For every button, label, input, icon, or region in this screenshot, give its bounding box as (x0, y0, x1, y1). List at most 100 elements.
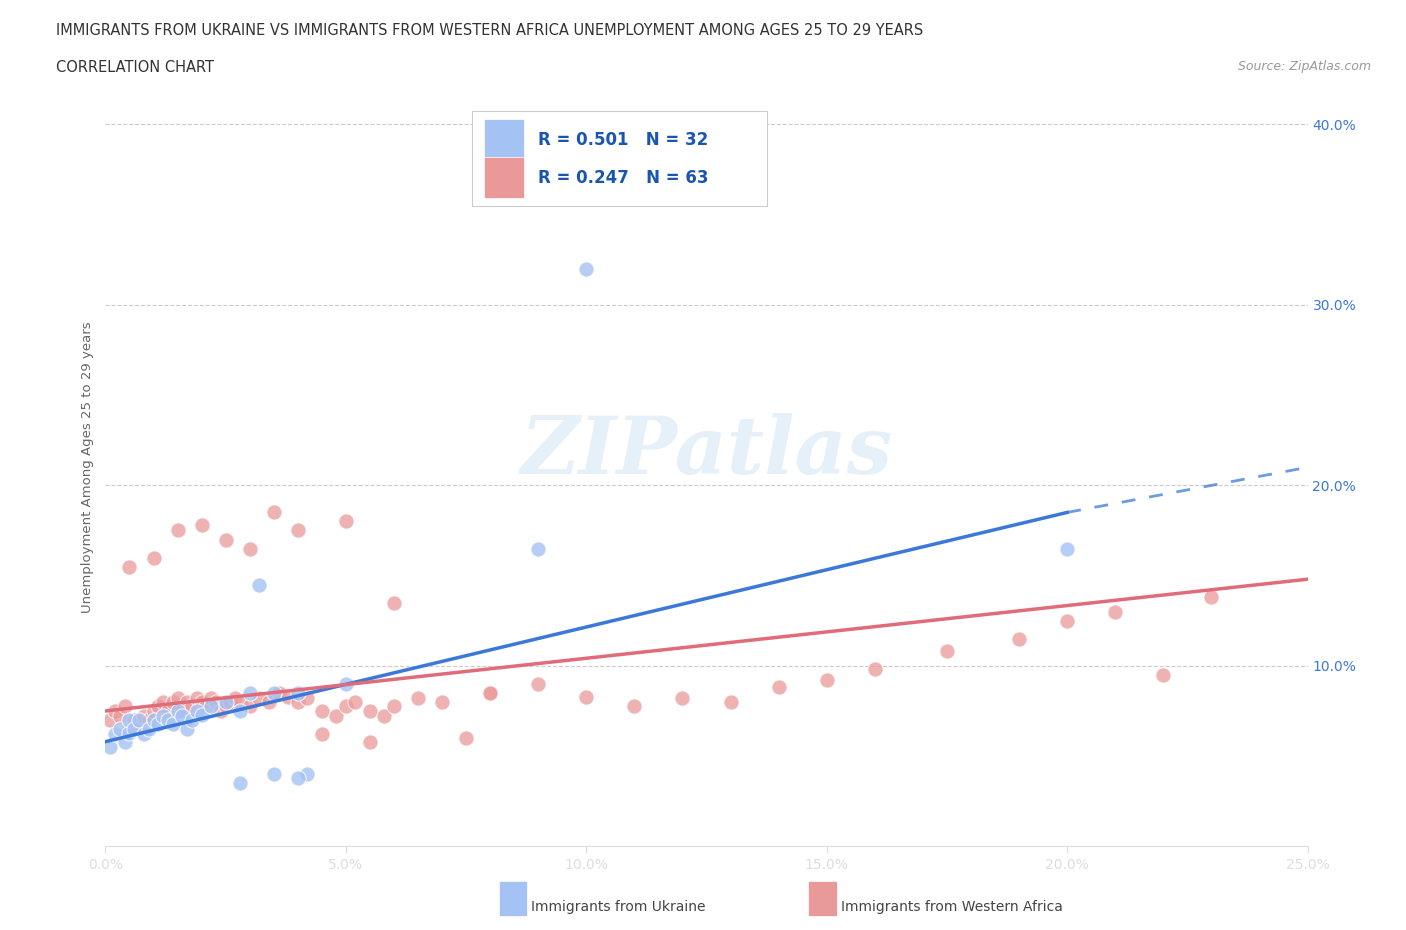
Point (287, 685, 309, 700)
Y-axis label: Unemployment Among Ages 25 to 29 years: Unemployment Among Ages 25 to 29 years (82, 322, 94, 613)
Point (172, 703, 194, 718)
Bar (472, 111, 766, 206)
Text: IMMIGRANTS FROM UKRAINE VS IMMIGRANTS FROM WESTERN AFRICA UNEMPLOYMENT AMONG AGE: IMMIGRANTS FROM UKRAINE VS IMMIGRANTS FR… (56, 23, 924, 38)
Point (257, 695, 280, 710)
Point (277, 689, 299, 704)
Point (200, 698, 222, 713)
Point (108, 722, 131, 737)
Point (214, 698, 236, 713)
Point (373, 709, 395, 724)
Point (124, 712, 146, 727)
Point (181, 698, 204, 713)
Point (287, 523, 309, 538)
Point (311, 703, 333, 718)
Point (229, 776, 252, 790)
Point (382, 595, 405, 610)
Point (142, 703, 165, 718)
Point (297, 691, 319, 706)
Point (190, 695, 212, 710)
Point (148, 698, 170, 713)
Point (166, 703, 188, 718)
Point (152, 709, 174, 724)
Point (219, 695, 242, 710)
Point (479, 685, 502, 700)
Point (118, 725, 141, 740)
Point (287, 770, 309, 785)
Point (108, 709, 131, 724)
Point (176, 695, 198, 710)
Point (863, 662, 886, 677)
Point (263, 685, 285, 700)
Point (148, 716, 170, 731)
Point (527, 676, 550, 691)
Point (575, 689, 598, 704)
Point (104, 703, 127, 718)
Point (406, 691, 429, 706)
Point (98, 739, 121, 754)
Point (359, 734, 381, 749)
Point (214, 532, 236, 547)
Point (287, 695, 309, 710)
Point (118, 559, 141, 574)
Point (229, 695, 252, 710)
Bar (484, 119, 524, 160)
Point (267, 685, 290, 700)
Point (118, 712, 141, 727)
Point (190, 518, 212, 533)
Point (335, 698, 357, 713)
Text: ZIPatlas: ZIPatlas (520, 414, 893, 491)
Point (229, 703, 252, 718)
Point (205, 695, 228, 710)
Point (1104, 604, 1126, 619)
Text: R = 0.501   N = 32: R = 0.501 N = 32 (538, 131, 709, 149)
Point (190, 707, 212, 722)
Point (527, 541, 550, 556)
Point (124, 722, 146, 737)
Point (1008, 631, 1031, 646)
Bar (484, 156, 524, 198)
Point (297, 766, 319, 781)
Point (335, 514, 357, 529)
Point (156, 703, 179, 718)
Point (166, 523, 188, 538)
Point (382, 698, 405, 713)
Point (1152, 668, 1174, 683)
Text: CORRELATION CHART: CORRELATION CHART (56, 60, 214, 75)
Point (247, 691, 270, 706)
Point (239, 698, 262, 713)
Point (1201, 590, 1223, 604)
Point (623, 698, 645, 713)
Point (815, 672, 838, 687)
Point (1056, 613, 1078, 628)
Point (98, 712, 121, 727)
Point (575, 261, 598, 276)
Point (209, 703, 232, 718)
Point (247, 578, 270, 592)
Point (162, 716, 184, 731)
Text: Source: ZipAtlas.com: Source: ZipAtlas.com (1237, 60, 1371, 73)
Point (454, 731, 477, 746)
Point (263, 766, 285, 781)
Point (224, 691, 246, 706)
Point (138, 712, 160, 727)
Point (132, 727, 155, 742)
Point (156, 712, 179, 727)
Point (186, 703, 208, 718)
Point (335, 676, 357, 691)
Point (186, 691, 208, 706)
Point (172, 709, 194, 724)
Point (142, 551, 165, 565)
Point (214, 695, 236, 710)
Point (239, 541, 262, 556)
Point (166, 691, 188, 706)
Point (195, 698, 218, 713)
Point (479, 685, 502, 700)
Point (132, 709, 155, 724)
Point (200, 691, 222, 706)
Point (263, 505, 285, 520)
Point (128, 716, 150, 731)
Point (344, 695, 367, 710)
Point (768, 680, 790, 695)
Point (239, 685, 262, 700)
Point (138, 722, 160, 737)
